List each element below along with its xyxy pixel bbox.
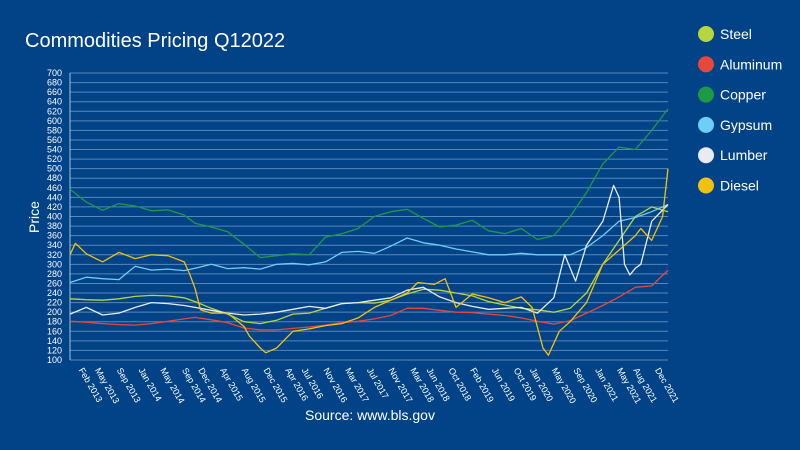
- y-tick-label: 240: [47, 288, 62, 298]
- legend-swatch: [698, 147, 714, 164]
- y-tick-label: 260: [47, 278, 62, 288]
- legend-label: Aluminum: [720, 56, 782, 72]
- y-tick-label: 380: [47, 221, 62, 231]
- y-tick-label: 340: [47, 240, 62, 250]
- y-axis: 1001201401601802002202402602803003203403…: [47, 68, 62, 365]
- legend-label: Steel: [720, 26, 752, 42]
- y-tick-label: 320: [47, 250, 62, 260]
- y-tick-label: 100: [47, 355, 62, 365]
- y-tick-label: 360: [47, 231, 62, 241]
- series-lines: [69, 108, 669, 356]
- legend-item-copper: Copper: [698, 86, 766, 103]
- y-tick-label: 520: [47, 154, 62, 164]
- legend-swatch: [698, 116, 714, 133]
- legend-swatch: [698, 86, 714, 103]
- y-tick-label: 700: [47, 68, 62, 78]
- grid-lines: [69, 72, 668, 361]
- y-tick-label: 400: [47, 212, 62, 222]
- y-tick-label: 660: [47, 87, 62, 97]
- legend: Steel Aluminum Copper Gypsum Lumber Diesel: [698, 26, 782, 194]
- y-tick-label: 580: [47, 125, 62, 135]
- y-tick-label: 680: [47, 78, 62, 88]
- legend-item-aluminum: Aluminum: [698, 56, 782, 73]
- legend-label: Gypsum: [720, 117, 772, 133]
- y-tick-label: 420: [47, 202, 62, 212]
- y-tick-label: 180: [47, 317, 62, 327]
- chart-title: Commodities Pricing Q12022: [25, 30, 285, 52]
- legend-swatch: [698, 26, 714, 42]
- legend-label: Diesel: [720, 178, 759, 194]
- y-tick-label: 120: [47, 345, 62, 355]
- series-line-diesel: [69, 168, 669, 356]
- y-tick-label: 600: [47, 116, 62, 126]
- y-tick-label: 300: [47, 259, 62, 269]
- y-tick-label: 160: [47, 326, 62, 336]
- series-line-aluminum: [69, 269, 669, 331]
- legend-item-diesel: Diesel: [698, 177, 759, 194]
- legend-item-steel: Steel: [698, 26, 752, 42]
- legend-label: Lumber: [720, 147, 768, 163]
- y-tick-label: 460: [47, 183, 62, 193]
- y-axis-label: Price: [26, 201, 42, 233]
- y-tick-label: 620: [47, 106, 62, 116]
- legend-label: Copper: [720, 87, 766, 103]
- source-note: Source: www.bls.gov: [305, 407, 435, 423]
- legend-item-lumber: Lumber: [698, 147, 768, 164]
- legend-item-gypsum: Gypsum: [698, 117, 772, 133]
- series-line-lumber: [69, 184, 669, 316]
- series-line-gypsum: [69, 203, 669, 284]
- y-tick-label: 640: [47, 97, 62, 107]
- y-tick-label: 500: [47, 164, 62, 174]
- y-tick-label: 280: [47, 269, 62, 279]
- legend-swatch: [698, 56, 714, 73]
- y-tick-label: 480: [47, 173, 62, 183]
- y-tick-label: 560: [47, 135, 62, 145]
- y-tick-label: 220: [47, 298, 62, 308]
- y-tick-label: 440: [47, 192, 62, 202]
- y-tick-label: 140: [47, 336, 62, 346]
- series-line-copper: [69, 108, 669, 259]
- legend-swatch: [698, 177, 714, 194]
- y-tick-label: 540: [47, 145, 62, 155]
- series-line-steel: [69, 206, 669, 325]
- y-tick-label: 200: [47, 307, 62, 317]
